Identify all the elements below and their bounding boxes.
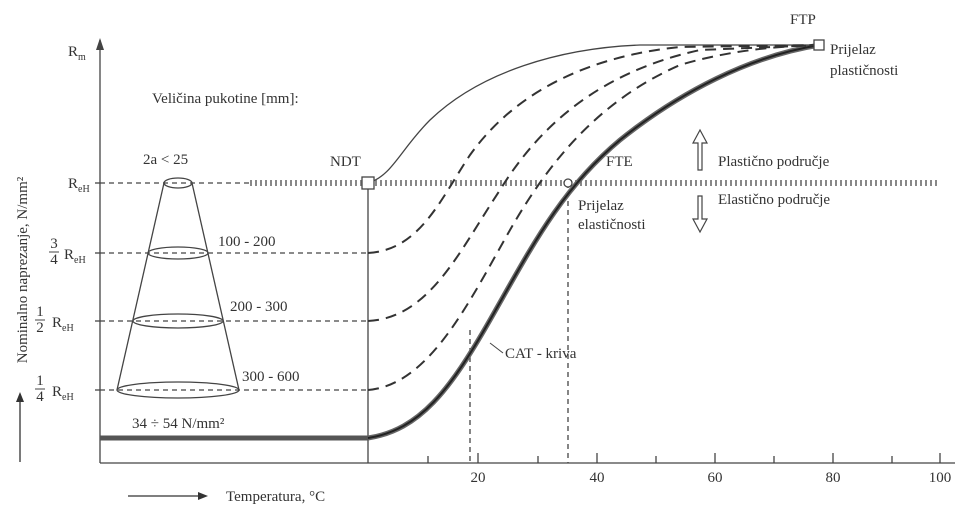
points (361, 39, 825, 190)
crack-cone (116, 177, 240, 399)
crack-size: 100 - 200 (218, 234, 276, 250)
label-part: R (68, 176, 78, 192)
crack-size-title: Veličina pukotine [mm]: (152, 91, 299, 107)
base-stress: 34 ÷ 54 N/mm² (132, 416, 225, 432)
label-part: eH (78, 184, 90, 195)
fte-note: Prijelaz (578, 198, 624, 214)
x-axis-title: Temperatura, °C (226, 489, 325, 505)
elastic-label: Elastično područje (718, 192, 830, 208)
svg-text:ReH: ReH (64, 247, 86, 266)
label-part: eH (62, 323, 74, 334)
ftp-note: plastičnosti (830, 63, 898, 79)
ftp-note: Prijelaz (830, 42, 876, 58)
svg-text:ReH: ReH (52, 384, 74, 403)
x-title-arrow (128, 492, 208, 500)
label-part: 1 (36, 304, 44, 320)
crack-size: 300 - 600 (242, 369, 300, 385)
label-part: 3 (50, 236, 58, 252)
double-arrow (691, 128, 709, 234)
crack-size: 200 - 300 (230, 299, 288, 315)
axes (95, 38, 955, 464)
curves (100, 42, 821, 441)
x-tick-label: 20 (471, 470, 486, 486)
label-part: 1 (36, 373, 44, 389)
fte-label: FTE (606, 154, 633, 170)
y-labels: Rm ReH 3 4 ReH 1 2 ReH 1 4 ReH (35, 44, 90, 405)
y-label: 1 4 ReH (35, 373, 74, 405)
label-part: m (78, 52, 86, 63)
x-tick-label: 80 (826, 470, 841, 486)
y-axis-title: Nominalno naprezanje, N/mm² (15, 176, 31, 363)
crack-size: 2a < 25 (143, 152, 188, 168)
svg-text:ReH: ReH (52, 315, 74, 334)
x-tick-labels: 20 40 60 80 100 (471, 470, 952, 486)
label-part: 4 (50, 252, 58, 268)
label-part: R (52, 384, 62, 400)
y-label: Rm (68, 44, 86, 63)
y-title-arrow (16, 392, 24, 462)
x-tick-label: 100 (929, 470, 952, 486)
label-part: eH (74, 255, 86, 266)
y-label: 1 2 ReH (35, 304, 74, 336)
label-part: eH (62, 392, 74, 403)
guides (100, 180, 940, 463)
ndt-label: NDT (330, 154, 361, 170)
ftp-label: FTP (790, 12, 816, 28)
fte-note: elastičnosti (578, 217, 646, 233)
plastic-label: Plastično područje (718, 154, 830, 170)
x-tick-label: 40 (590, 470, 605, 486)
label-part: R (68, 44, 78, 60)
cat-pointer (489, 342, 504, 354)
label-part: 2 (36, 320, 44, 336)
y-label: ReH (68, 176, 90, 195)
label-part: 4 (36, 389, 44, 405)
x-tick-label: 60 (708, 470, 723, 486)
cat-label: CAT - kriva (505, 346, 577, 362)
y-label: 3 4 ReH (49, 236, 86, 268)
label-part: R (52, 315, 62, 331)
label-part: R (64, 247, 74, 263)
